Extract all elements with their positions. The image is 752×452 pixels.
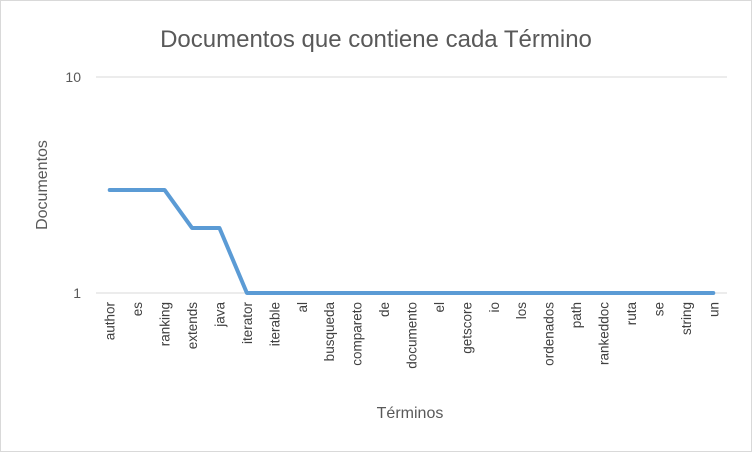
data-point [493, 292, 495, 294]
data-point [575, 292, 577, 294]
x-tick-label: ruta [624, 302, 639, 326]
data-point [218, 227, 220, 229]
x-tick-label: al [295, 302, 310, 313]
series-line [107, 187, 716, 295]
x-tick-label: ranking [158, 302, 173, 346]
data-point [520, 292, 522, 294]
x-tick-label: string [679, 302, 694, 335]
data-point [685, 292, 687, 294]
y-tick-label: 1 [73, 285, 81, 301]
x-tick-label: iterator [240, 302, 255, 345]
chart-title: Documentos que contiene cada Término [160, 26, 592, 53]
x-tick-label: es [130, 302, 145, 317]
data-point [328, 292, 330, 294]
data-point [465, 292, 467, 294]
x-tick-label: rankeddoc [597, 302, 612, 365]
x-tick-label: busqueda [322, 302, 337, 362]
x-tick-label: un [706, 302, 721, 317]
data-point [246, 292, 248, 294]
data-point [136, 189, 138, 191]
x-tick-label: java [212, 302, 227, 328]
y-tick-label: 10 [65, 69, 81, 85]
x-tick-label: se [651, 302, 666, 316]
x-tick-label: ordenados [542, 302, 557, 366]
x-axis-ticks: author es ranking extends java iterator iterab… [103, 301, 722, 368]
data-point [630, 292, 632, 294]
x-tick-label: de [377, 302, 392, 317]
gridlines [96, 76, 727, 294]
series-polyline [107, 187, 716, 295]
x-tick-label: compareto [350, 302, 365, 366]
data-point [712, 292, 714, 294]
data-point [109, 189, 111, 191]
x-tick-label: path [569, 302, 584, 328]
x-tick-label: extends [185, 302, 200, 350]
data-point [548, 292, 550, 294]
data-point [438, 292, 440, 294]
data-point [383, 292, 385, 294]
x-tick-label: los [514, 302, 529, 320]
x-tick-label: documento [405, 302, 420, 369]
x-axis-title: Términos [377, 405, 444, 422]
data-point [356, 292, 358, 294]
data-point [301, 292, 303, 294]
x-tick-label: author [103, 301, 118, 340]
x-tick-label: getscore [459, 302, 474, 354]
data-point [191, 227, 193, 229]
y-axis-title: Documentos [34, 140, 51, 230]
x-tick-label: io [487, 302, 502, 313]
data-point [603, 292, 605, 294]
x-tick-label: el [432, 302, 447, 313]
data-point [411, 292, 412, 294]
x-tick-label: iterable [267, 302, 282, 346]
data-point [657, 292, 659, 294]
data-point [273, 292, 275, 294]
y-axis-ticks: 1 10 [65, 69, 81, 301]
data-point [164, 189, 166, 191]
